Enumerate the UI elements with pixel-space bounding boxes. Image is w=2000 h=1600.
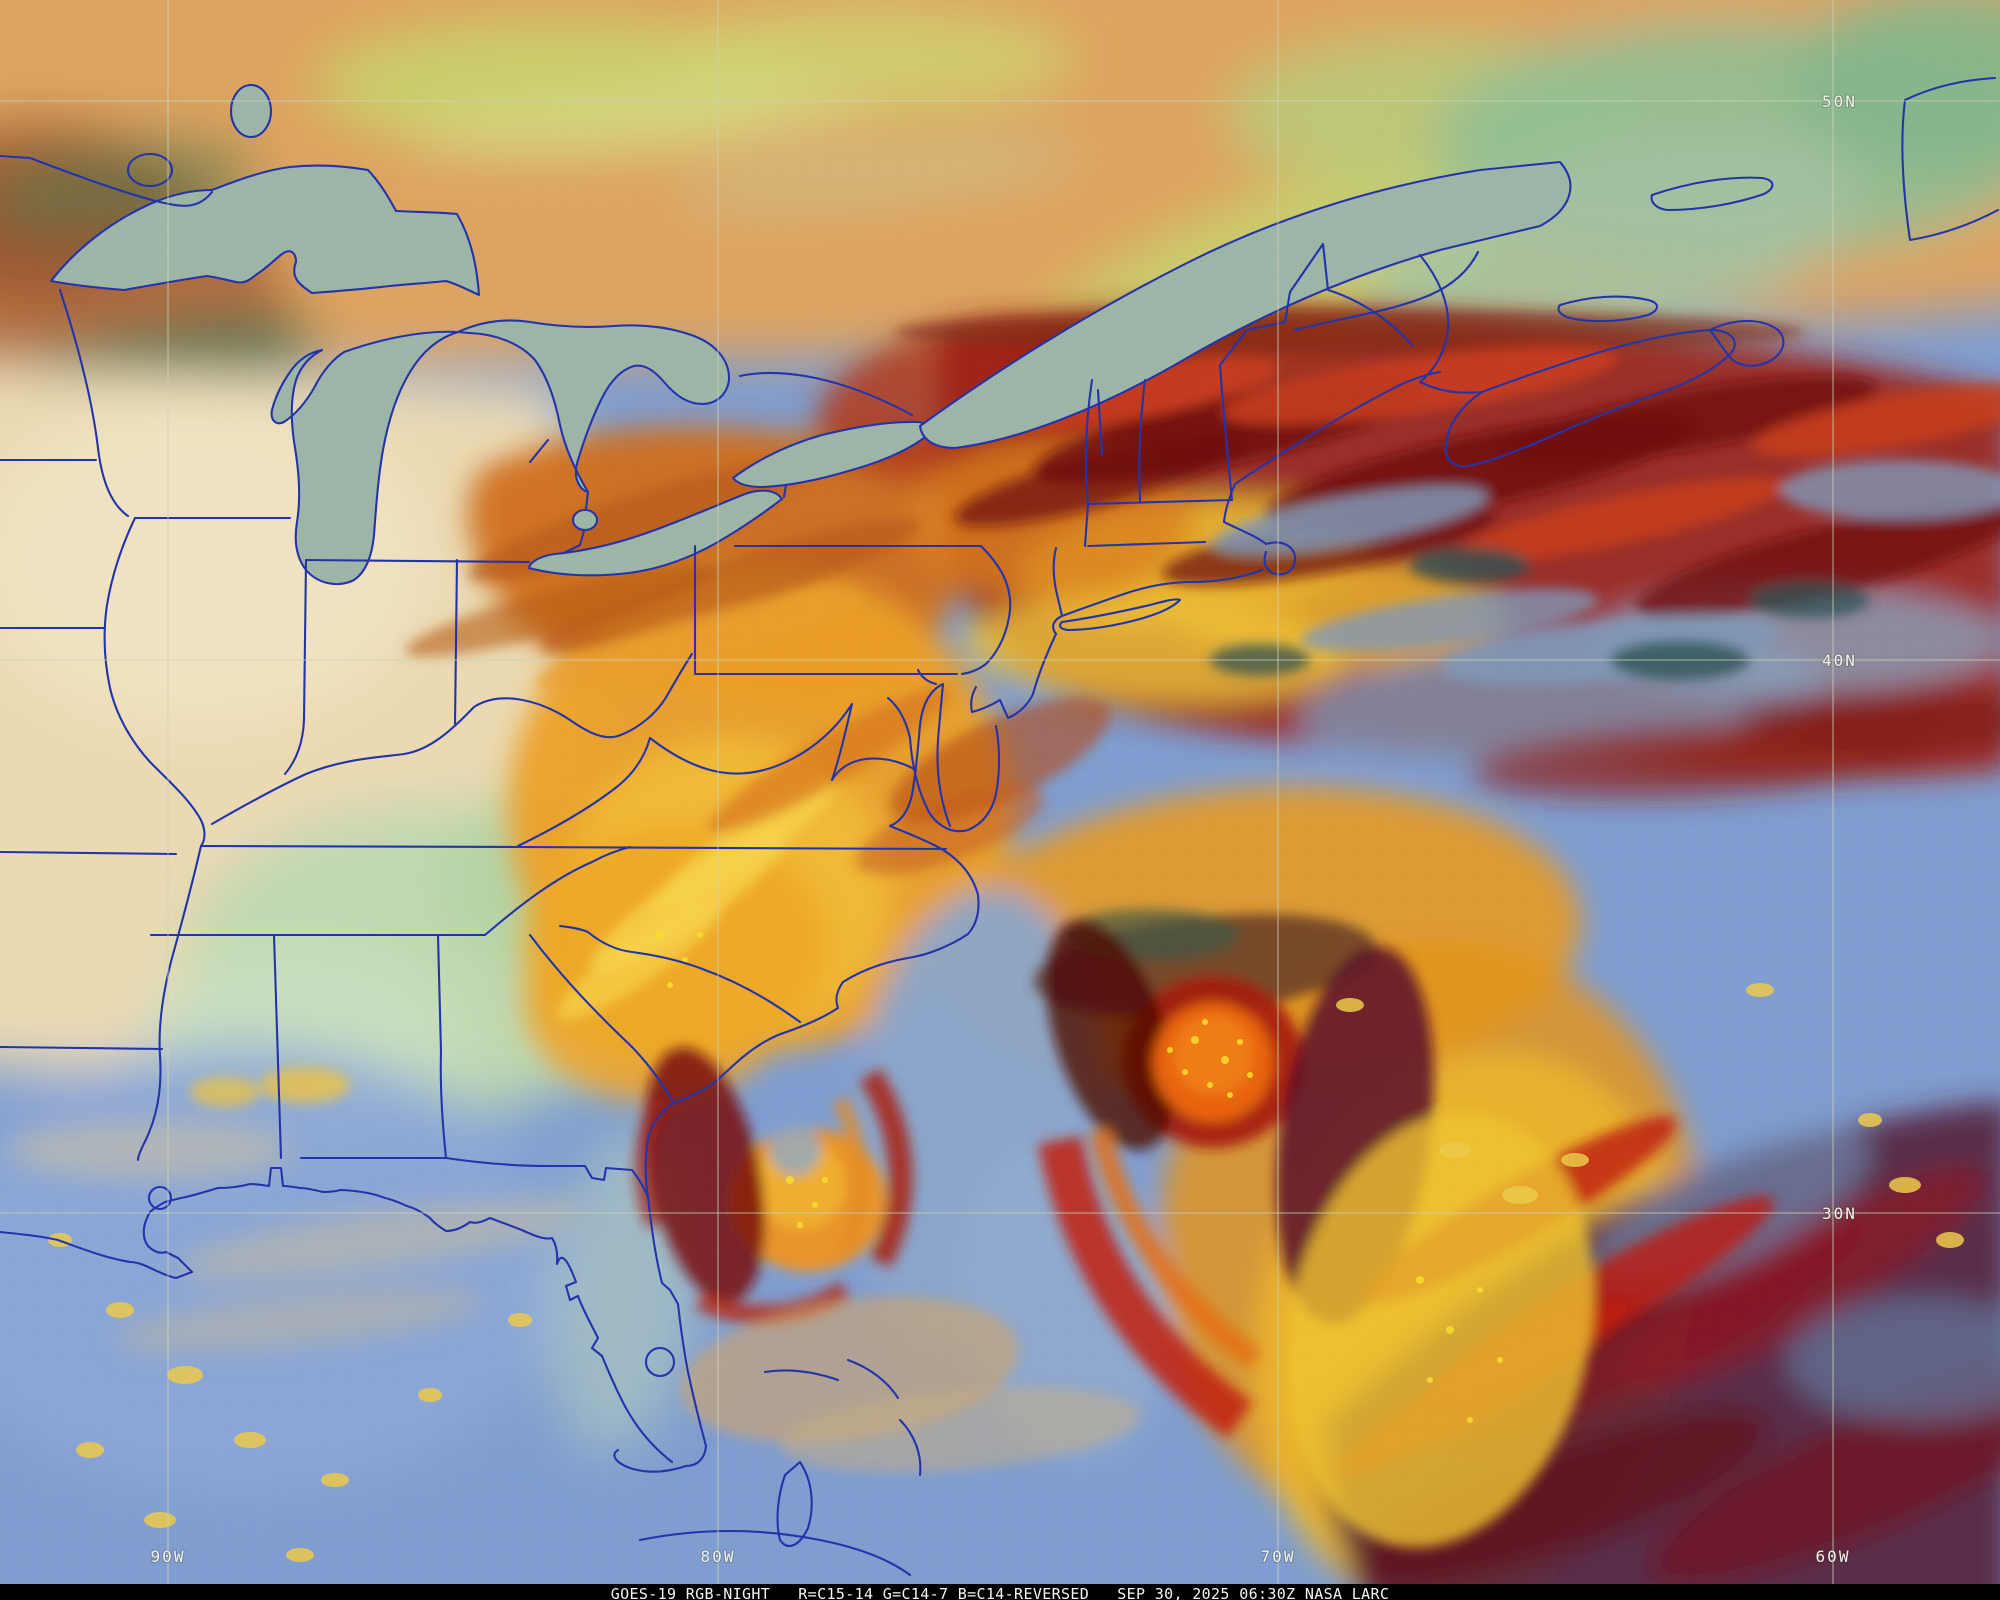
lat-label-40n: 40N	[1822, 651, 1857, 670]
long-island	[1058, 598, 1182, 632]
newfoundland-coast	[1901, 76, 2000, 242]
small-lake	[126, 152, 174, 188]
lon-label-90w: 90W	[151, 1547, 186, 1566]
caption-text: GOES-19 RGB-NIGHT R=C15-14 G=C14-7 B=C14…	[610, 1585, 1390, 1600]
lake-ontario	[731, 420, 929, 489]
new-brunswick-coast	[1418, 253, 1484, 394]
nova-scotia	[1444, 328, 1736, 468]
lat-label-30n: 30N	[1822, 1204, 1857, 1223]
cape-breton	[1708, 320, 1785, 367]
mississippi-upper	[58, 288, 130, 518]
prince-edward-island	[1557, 295, 1659, 323]
lake-st-clair	[571, 508, 599, 532]
new-england-coast	[1052, 482, 1297, 636]
st-lawrence-estuary	[918, 160, 1572, 450]
west-virginia-border	[648, 702, 854, 782]
map-outlines	[0, 76, 2000, 1577]
lat-label-50n: 50N	[1822, 92, 1857, 111]
gaspe-coast	[1293, 250, 1480, 332]
bahamas	[763, 1358, 922, 1548]
atlantic-coast	[613, 843, 980, 1473]
lake-erie	[527, 489, 784, 577]
ohio-river	[210, 652, 694, 826]
lake-nipigon	[229, 83, 273, 139]
caption-bar: GOES-19 RGB-NIGHT R=C15-14 G=C14-7 B=C14…	[0, 1584, 2000, 1600]
nc-sc-border	[558, 924, 802, 1024]
mississippi-river	[103, 516, 206, 1162]
new-jersey-coast	[970, 632, 1058, 720]
lake-okeechobee	[644, 1346, 676, 1378]
lake-superior	[49, 164, 481, 297]
lake-michigan	[270, 330, 460, 586]
chesapeake-bay	[888, 682, 952, 847]
ottawa-river	[738, 371, 914, 417]
potomac-river	[830, 757, 918, 782]
savannah-river	[528, 933, 676, 1105]
louisiana-coast	[0, 1200, 194, 1280]
maine-coast	[1233, 370, 1442, 486]
lon-label-70w: 70W	[1261, 1547, 1296, 1566]
delaware-river	[960, 544, 1012, 676]
lon-label-80w: 80W	[701, 1547, 736, 1566]
lon-label-60w: 60W	[1816, 1547, 1851, 1566]
cuba-coast	[638, 1529, 912, 1577]
lake-pontchartrain	[147, 1185, 173, 1211]
anticosti-island	[1650, 176, 1774, 212]
delmarva	[886, 696, 1001, 833]
lake-huron	[456, 319, 731, 494]
